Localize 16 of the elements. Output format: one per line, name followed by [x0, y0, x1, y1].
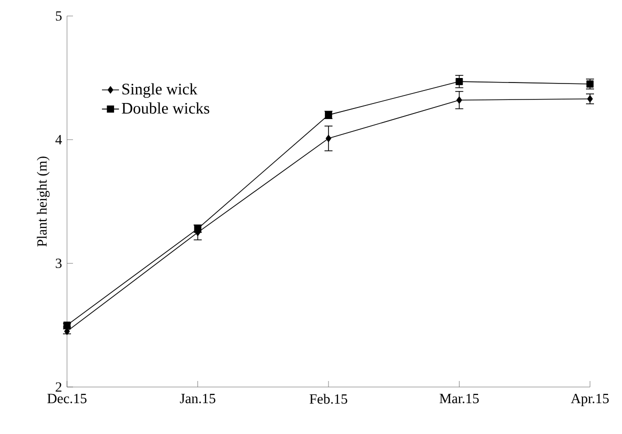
x-tick-label: Mar.15 — [440, 394, 479, 404]
point — [63, 322, 71, 329]
legend-label: Single wick — [122, 83, 198, 98]
y-tick-label: 3 — [56, 258, 62, 268]
x-tick-label: Dec.15 — [47, 394, 86, 404]
point — [326, 134, 332, 142]
x-tick-label: Jan.15 — [180, 394, 216, 404]
legend-label: Double wicks — [122, 102, 210, 114]
x-tick-label: Apr.15 — [570, 394, 609, 406]
point — [456, 96, 462, 104]
y-tick-label: 4 — [55, 135, 62, 144]
y-tick-label: 5 — [56, 11, 62, 21]
y-tick-label: 2 — [56, 382, 62, 392]
point — [456, 78, 463, 86]
y-axis-title: Plant height (m) — [36, 156, 50, 247]
x-tick-label: Feb.15 — [310, 394, 348, 404]
